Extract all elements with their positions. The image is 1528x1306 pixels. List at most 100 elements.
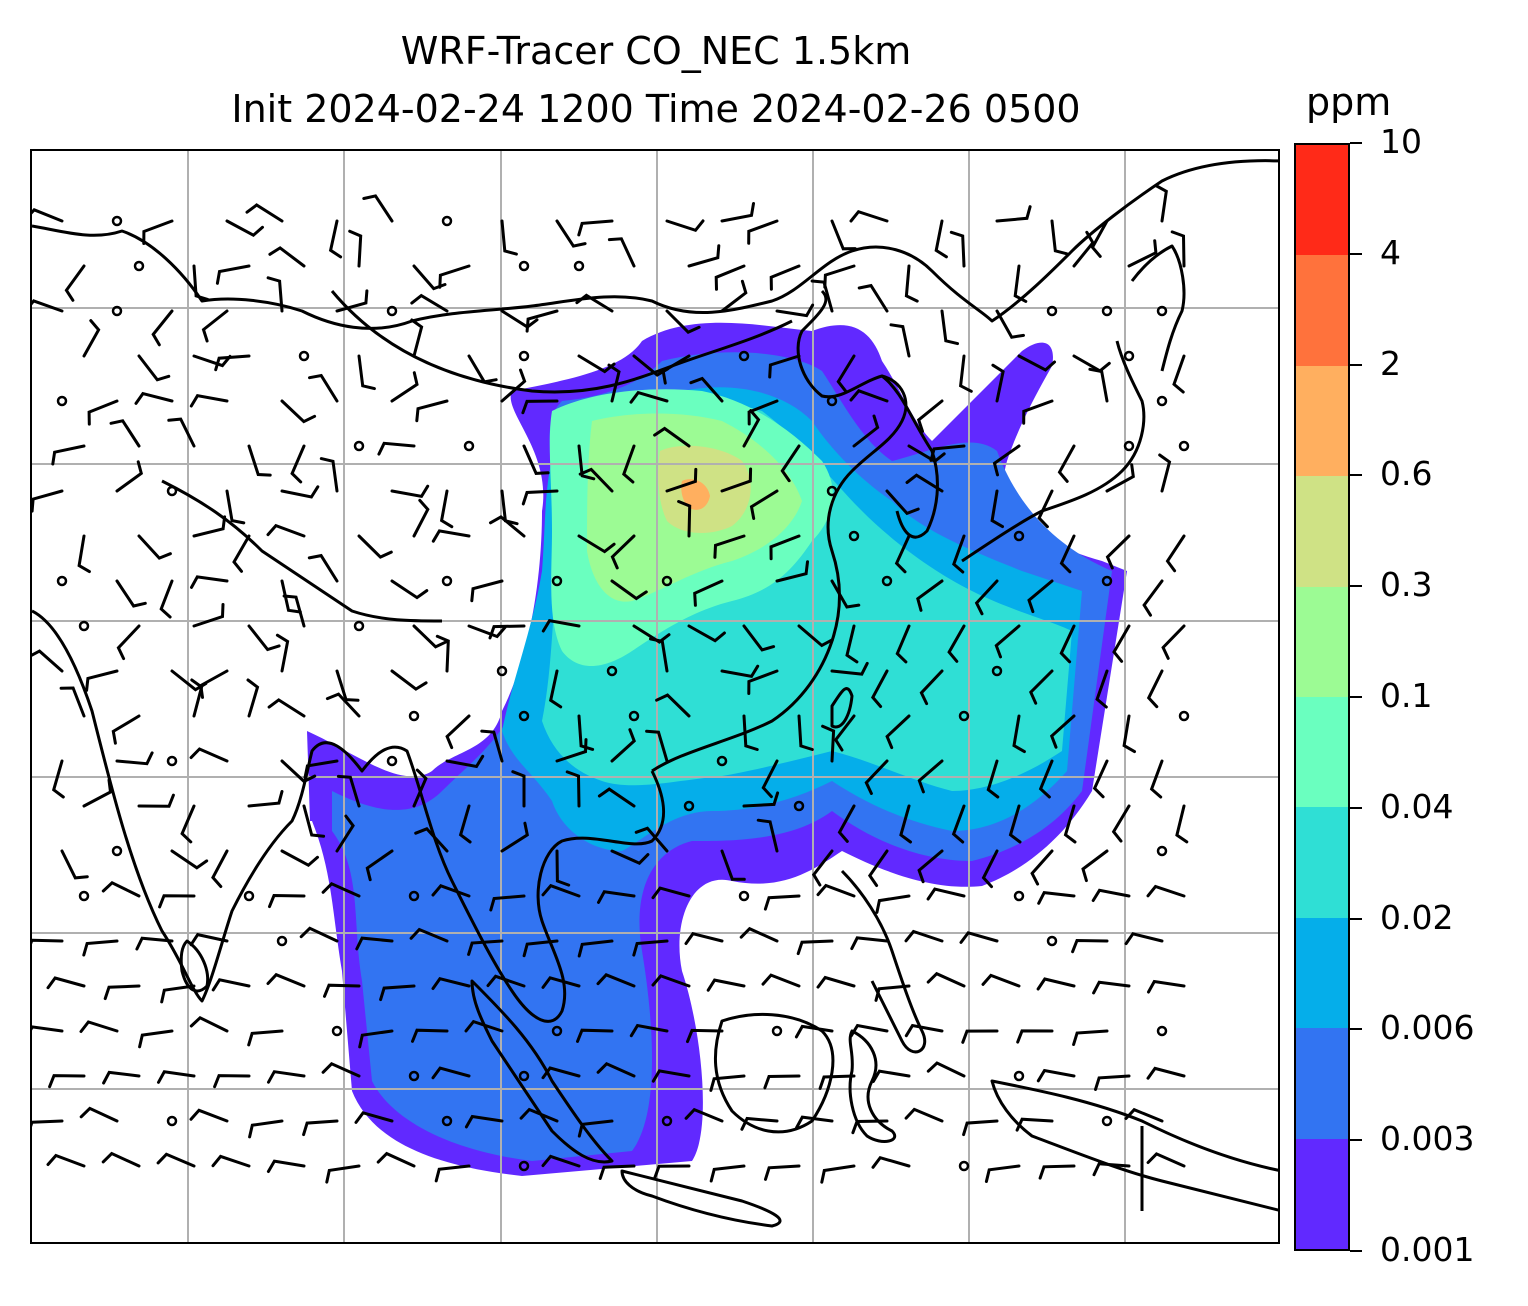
coast-java (620, 1169, 782, 1228)
wind-barb (687, 244, 721, 268)
wind-barb (951, 804, 966, 844)
wind-calm-circle (1156, 305, 1168, 317)
colorbar-segment (1296, 255, 1348, 366)
wind-barb (245, 203, 284, 223)
wind-barb (82, 778, 113, 808)
wind-barb (522, 939, 559, 958)
wind-barb (849, 389, 889, 403)
wind-barb (917, 849, 944, 884)
wind-calm-circle (518, 350, 530, 362)
wind-barb (974, 579, 999, 616)
wind-barb (467, 624, 507, 639)
wind-barb (46, 976, 86, 990)
wind-barb (958, 354, 973, 393)
wind-barb (247, 444, 272, 477)
wind-barb (709, 1074, 746, 1092)
wind-barb (1149, 759, 1164, 799)
wind-calm-circle (683, 800, 695, 812)
wind-barb (687, 624, 726, 643)
wind-barb (82, 319, 101, 358)
wind-barb (596, 1062, 636, 1078)
wind-barb (577, 1119, 614, 1138)
wind-barb (634, 826, 669, 853)
colorbar-tick-mark (1350, 252, 1362, 255)
wind-calm-circle (738, 890, 750, 902)
wind-calm-circle (408, 1070, 420, 1082)
wind-barb (189, 1015, 229, 1033)
wind-barb (1146, 884, 1186, 898)
wind-barb (541, 976, 581, 989)
wind-calm-circle (408, 710, 420, 722)
wind-barb (1036, 977, 1076, 991)
coast-philippines (840, 869, 927, 1054)
wind-barb (415, 399, 449, 423)
wind-barb (849, 209, 889, 223)
wind-barb (541, 1066, 581, 1080)
colorbar-tick-label: 10 (1380, 122, 1422, 161)
wind-barb (830, 579, 861, 609)
wind-barb (541, 1154, 581, 1168)
wind-calm-circle (386, 305, 398, 317)
wind-calm-circle (353, 440, 365, 452)
wind-barb (684, 931, 724, 945)
wind-barb (651, 974, 691, 988)
wind-calm-circle (56, 575, 68, 587)
wind-barb (500, 368, 527, 403)
wind-barb (458, 804, 472, 844)
wind-barb (299, 926, 339, 943)
wind-barb (1112, 624, 1131, 663)
wind-barb (894, 534, 911, 574)
wind-barb (101, 1151, 141, 1168)
wind-barb (597, 787, 636, 808)
wind-barb (414, 827, 449, 853)
wind-barb (500, 219, 518, 256)
wind-barb (232, 534, 251, 573)
wind-barb (357, 354, 376, 391)
wind-barb (629, 390, 669, 404)
wind-barb (1072, 1029, 1109, 1046)
wind-barb (1158, 453, 1172, 493)
wind-barb (247, 1029, 284, 1047)
wind-barb (1088, 367, 1109, 403)
wind-barb (266, 972, 306, 988)
wind-barb (904, 264, 919, 303)
wind-barb (870, 669, 889, 708)
wind-barb (1127, 239, 1158, 268)
wind-barb (665, 219, 705, 233)
wind-barb (992, 444, 1021, 477)
wind-calm-circle (1156, 1025, 1168, 1037)
wind-barb (885, 714, 911, 750)
wind-barb (706, 978, 746, 992)
wind-barb (354, 1111, 394, 1124)
wind-barb (981, 973, 1021, 988)
wind-barb (180, 804, 196, 844)
wind-barb (362, 194, 394, 223)
wind-barb (904, 929, 944, 943)
wind-barb (103, 984, 141, 1001)
wind-calm-circle (276, 935, 288, 947)
wind-barb (899, 804, 912, 844)
colorbar-ticks: 0.001 0.003 0.006 0.02 0.04 0.1 0.3 0.6 2 4 10 (1350, 122, 1520, 1269)
border-himalaya (161, 479, 443, 623)
wind-barb (267, 1070, 306, 1084)
coast-north (32, 159, 1278, 330)
wind-barb (275, 633, 290, 673)
wind-barb (655, 693, 691, 718)
wind-barb (412, 768, 428, 808)
colorbar-segment (1296, 1028, 1348, 1139)
wind-barb (653, 1164, 691, 1179)
wind-barb (201, 309, 229, 343)
wind-barb (282, 594, 306, 628)
wind-barb (1081, 849, 1109, 883)
wind-barb (720, 849, 746, 881)
wind-barb (1071, 938, 1109, 954)
colorbar-tick-label: 0.02 (1380, 897, 1454, 937)
wind-barb (82, 939, 119, 957)
wind-barb (137, 793, 175, 808)
wind-barb (160, 984, 196, 1004)
wind-barb (677, 500, 692, 538)
wind-barb (48, 1074, 86, 1089)
wind-barb (598, 1164, 636, 1180)
wind-barb (747, 669, 779, 695)
wind-barb (810, 279, 834, 313)
